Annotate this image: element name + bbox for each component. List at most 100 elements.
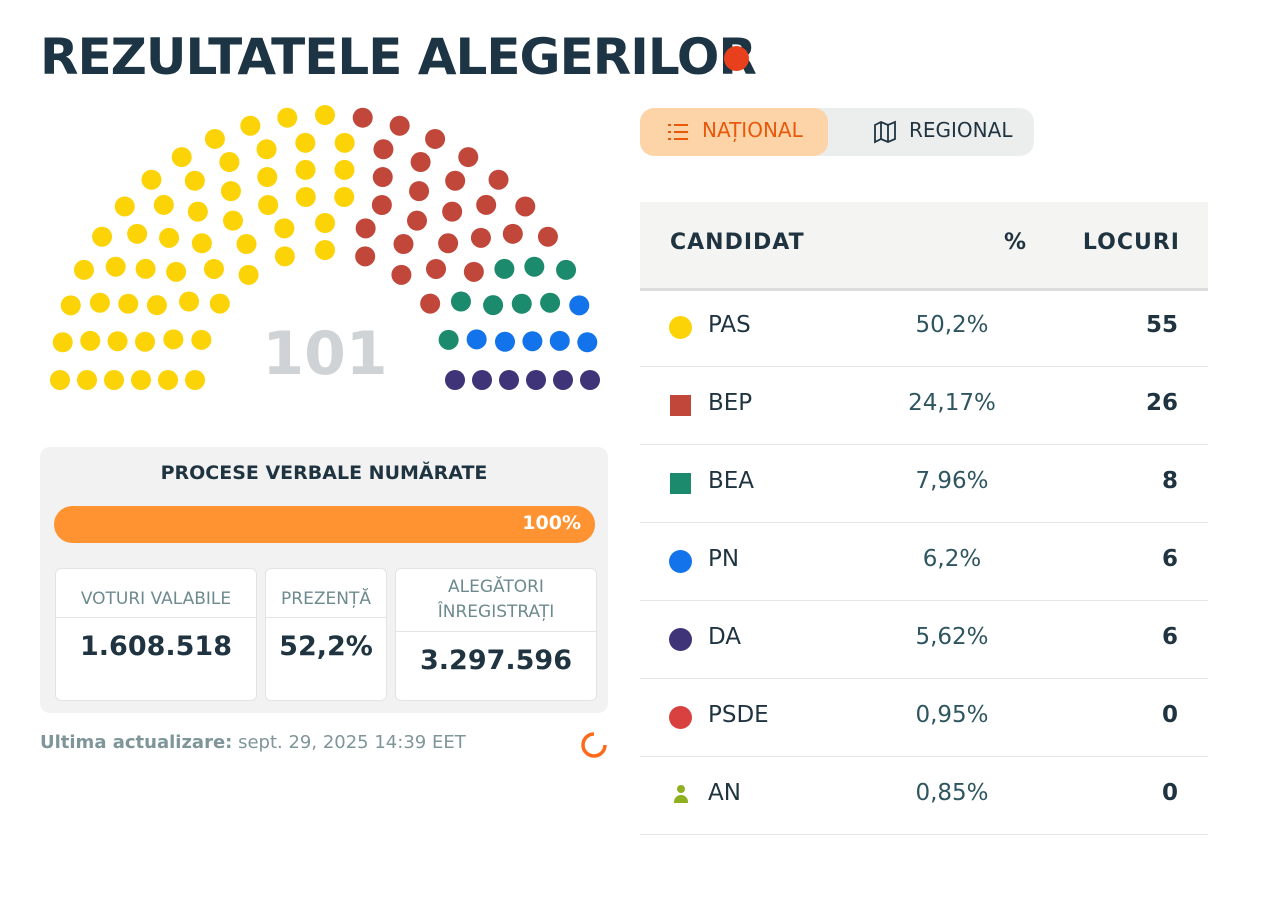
tab-label[interactable]: NAȚIONAL — [702, 118, 803, 142]
seat — [184, 170, 205, 191]
stat-card: VOTURI VALABILE 1.608.518 — [55, 568, 257, 701]
seat — [220, 181, 241, 202]
seat — [466, 329, 487, 350]
seat — [515, 196, 536, 217]
stat-label: VOTURI VALABILE — [80, 589, 232, 609]
seat — [240, 115, 261, 136]
tab-label[interactable]: REGIONAL — [909, 118, 1013, 142]
party-seats: 0 — [1161, 780, 1178, 806]
party-seats: 6 — [1161, 624, 1178, 650]
party-marker — [670, 395, 691, 416]
column-header: % — [1004, 230, 1027, 255]
seat — [257, 167, 278, 188]
seat — [488, 169, 509, 190]
seat — [105, 256, 126, 277]
seat — [158, 370, 178, 390]
seat — [458, 147, 479, 168]
party-marker — [674, 785, 688, 805]
party-percent: 24,17% — [908, 390, 996, 416]
seat — [191, 233, 212, 254]
seat — [295, 187, 316, 208]
party-seats: 55 — [1145, 312, 1178, 338]
seat — [499, 370, 519, 390]
seat — [540, 292, 561, 313]
seat — [274, 218, 295, 239]
table-header: CANDIDAT % LOCURI — [640, 202, 1208, 291]
party-name: BEA — [708, 468, 755, 494]
seat — [580, 370, 600, 390]
party-name: PAS — [708, 312, 751, 338]
seat — [420, 293, 441, 314]
seat — [135, 258, 156, 279]
seat — [92, 226, 113, 247]
party-percent: 7,96% — [915, 468, 989, 494]
party-percent: 0,85% — [915, 780, 989, 806]
seat — [50, 370, 70, 390]
seat — [114, 196, 135, 217]
seat — [445, 370, 465, 390]
seat — [209, 293, 230, 314]
seat — [219, 152, 240, 173]
seat — [355, 246, 376, 267]
seat — [236, 234, 257, 255]
stat-label: PREZENȚĂ — [281, 589, 371, 609]
stat-card: PREZENȚĂ 52,2% — [265, 568, 387, 701]
refresh-icon[interactable] — [580, 731, 608, 759]
seat — [393, 234, 414, 255]
live-dot — [724, 46, 749, 71]
seat — [334, 132, 355, 153]
progress-title: PROCESE VERBALE NUMĂRATE — [160, 462, 488, 484]
seat — [483, 295, 504, 316]
stat-card: ALEGĂTORI ÎNREGISTRAȚI 3.297.596 — [395, 568, 597, 701]
seat — [203, 258, 224, 279]
seat — [52, 332, 73, 353]
seat — [277, 107, 298, 128]
seat — [163, 329, 184, 350]
seat — [295, 159, 316, 180]
party-percent: 6,2% — [922, 546, 982, 572]
seat — [89, 292, 110, 313]
stat-label: ALEGĂTORI ÎNREGISTRAȚI — [437, 577, 555, 622]
table-row: AN 0,85% 0 — [640, 757, 1208, 835]
seat — [438, 233, 459, 254]
seat — [153, 194, 174, 215]
seat — [553, 370, 573, 390]
seat — [238, 264, 259, 285]
seat — [445, 170, 466, 191]
total-seats: 101 — [262, 319, 387, 389]
seat — [389, 115, 410, 136]
seat — [185, 370, 205, 390]
seat — [223, 210, 243, 231]
seat — [569, 295, 590, 316]
party-seats: 0 — [1161, 702, 1178, 728]
seat — [470, 227, 491, 248]
seat — [104, 370, 124, 390]
seat — [315, 240, 335, 260]
seat — [334, 159, 355, 180]
party-percent: 5,62% — [915, 624, 989, 650]
seat — [77, 370, 97, 390]
party-marker — [669, 706, 692, 729]
seat — [426, 258, 447, 279]
seat — [118, 293, 139, 314]
seat — [409, 181, 430, 202]
progress-bar — [54, 506, 595, 543]
tab-active[interactable] — [640, 108, 828, 156]
seat — [524, 256, 545, 277]
stat-value: 3.297.596 — [419, 645, 573, 676]
seat — [537, 226, 558, 247]
party-seats: 26 — [1145, 390, 1178, 416]
seat — [274, 246, 295, 267]
seat — [373, 139, 394, 160]
seat — [463, 261, 484, 282]
seat — [159, 227, 180, 248]
party-marker — [669, 316, 692, 339]
seat — [171, 147, 192, 168]
seat — [295, 132, 316, 153]
seat — [146, 295, 167, 316]
seat — [256, 139, 277, 160]
table-row: DA 5,62% 6 — [640, 601, 1208, 679]
seat — [166, 261, 187, 282]
seat — [315, 213, 335, 233]
